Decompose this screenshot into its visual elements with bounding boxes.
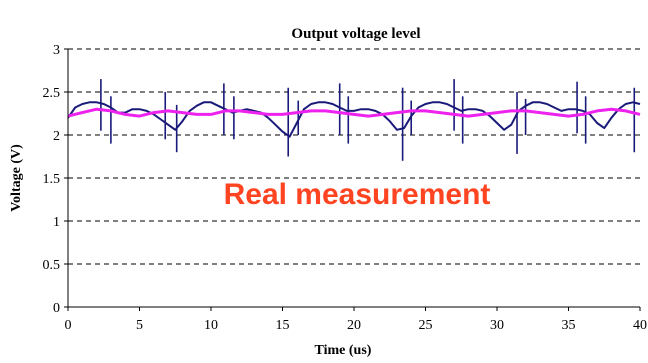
x-tick-label: 35 <box>562 318 576 333</box>
x-tick-label: 5 <box>136 318 143 333</box>
x-axis-title: Time (us) <box>315 343 372 358</box>
y-tick-labels: 0 0.5 1 1.5 2 2.5 3 <box>43 43 68 316</box>
series-line-2 <box>67 107 641 118</box>
x-tick-label: 40 <box>633 318 647 333</box>
annotation-real-measurement: Real measurement <box>224 178 491 211</box>
x-tick-label: 10 <box>204 318 218 333</box>
x-tick-label: 30 <box>490 318 504 333</box>
x-tick-label: 15 <box>276 318 290 333</box>
x-tick-labels: 0 5 10 15 20 25 30 35 40 <box>65 307 647 333</box>
y-tick-label: 2.5 <box>43 86 61 101</box>
y-tick-label: 3 <box>53 43 60 58</box>
y-tick-label: 2 <box>53 129 60 144</box>
chart-title: Output voltage level <box>291 26 420 42</box>
y-axis-title: Voltage (V) <box>9 144 24 212</box>
series-line-1 <box>67 101 641 138</box>
x-tick-label: 0 <box>65 318 72 333</box>
y-tick-label: 1 <box>53 215 60 230</box>
y-tick-label: 0.5 <box>43 258 61 273</box>
x-tick-label: 25 <box>419 318 433 333</box>
series-layer <box>67 79 641 161</box>
x-tick-label: 20 <box>347 318 361 333</box>
y-tick-label: 0 <box>53 301 60 316</box>
grid-lines <box>68 48 640 265</box>
y-tick-label: 1.5 <box>43 172 61 187</box>
